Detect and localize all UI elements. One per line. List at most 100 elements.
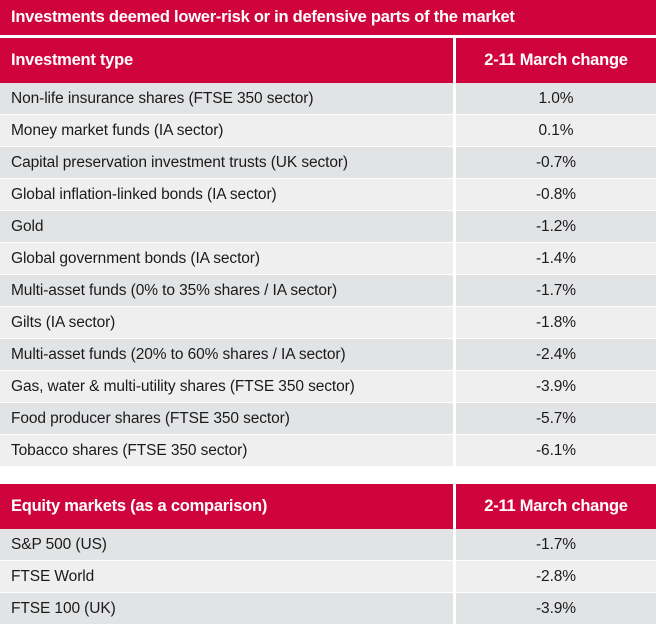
cell-investment-label: Gilts (IA sector) <box>0 307 453 338</box>
row-separator <box>0 114 656 115</box>
title-header-divider <box>0 35 656 38</box>
row-separator <box>0 338 656 339</box>
table-title-band: Investments deemed lower-risk or in defe… <box>0 0 656 35</box>
table-body: Non-life insurance shares (FTSE 350 sect… <box>0 83 656 466</box>
cell-change-value: -1.7% <box>456 275 656 306</box>
table-row: Global inflation-linked bonds (IA sector… <box>0 179 656 210</box>
defensive-investments-table: Investments deemed lower-risk or in defe… <box>0 0 656 466</box>
header-cell-equity-markets: Equity markets (as a comparison) <box>0 484 453 529</box>
header-label-equity-markets: Equity markets (as a comparison) <box>11 497 268 516</box>
cell-investment-label: FTSE 100 (UK) <box>0 593 453 624</box>
cell-investment-label: Multi-asset funds (20% to 60% shares / I… <box>0 339 453 370</box>
table-row: Gilts (IA sector) -1.8% <box>0 307 656 338</box>
column-divider <box>453 403 456 434</box>
change-value-text: -1.2% <box>536 217 576 235</box>
cell-investment-label: FTSE World <box>0 561 453 592</box>
change-value-text: -0.7% <box>536 153 576 171</box>
cell-change-value: -0.7% <box>456 147 656 178</box>
table-separator-gap <box>0 466 656 484</box>
row-separator <box>0 560 656 561</box>
table-row: Gold -1.2% <box>0 211 656 242</box>
table-row: Multi-asset funds (0% to 35% shares / IA… <box>0 275 656 306</box>
table-title: Investments deemed lower-risk or in defe… <box>11 8 515 27</box>
table-row: Multi-asset funds (20% to 60% shares / I… <box>0 339 656 370</box>
cell-investment-label: Gold <box>0 211 453 242</box>
header-cell-investment-type: Investment type <box>0 38 453 83</box>
column-divider <box>453 435 456 466</box>
column-divider <box>453 211 456 242</box>
column-divider <box>453 243 456 274</box>
change-value-text: -0.8% <box>536 185 576 203</box>
column-divider <box>453 275 456 306</box>
investment-label-text: Global inflation-linked bonds (IA sector… <box>11 185 277 203</box>
cell-investment-label: Food producer shares (FTSE 350 sector) <box>0 403 453 434</box>
table-row: S&P 500 (US) -1.7% <box>0 529 656 560</box>
cell-investment-label: S&P 500 (US) <box>0 529 453 560</box>
cell-investment-label: Money market funds (IA sector) <box>0 115 453 146</box>
cell-change-value: -0.8% <box>456 179 656 210</box>
cell-change-value: -2.4% <box>456 339 656 370</box>
row-separator <box>0 306 656 307</box>
row-separator <box>0 402 656 403</box>
equity-markets-table: Equity markets (as a comparison) 2-11 Ma… <box>0 484 656 624</box>
table-row: Money market funds (IA sector) 0.1% <box>0 115 656 146</box>
cell-investment-label: Global inflation-linked bonds (IA sector… <box>0 179 453 210</box>
header-label-change: 2-11 March change <box>484 497 628 516</box>
table-row: Gas, water & multi-utility shares (FTSE … <box>0 371 656 402</box>
investment-label-text: Tobacco shares (FTSE 350 sector) <box>11 441 248 459</box>
column-divider <box>453 83 456 114</box>
cell-investment-label: Tobacco shares (FTSE 350 sector) <box>0 435 453 466</box>
investment-label-text: Food producer shares (FTSE 350 sector) <box>11 409 290 427</box>
cell-investment-label: Capital preservation investment trusts (… <box>0 147 453 178</box>
cell-change-value: -2.8% <box>456 561 656 592</box>
investment-label-text: Multi-asset funds (0% to 35% shares / IA… <box>11 281 338 299</box>
row-separator <box>0 178 656 179</box>
change-value-text: -1.8% <box>536 313 576 331</box>
row-separator <box>0 210 656 211</box>
table-row: Non-life insurance shares (FTSE 350 sect… <box>0 83 656 114</box>
change-value-text: 0.1% <box>538 121 574 139</box>
change-value-text: -5.7% <box>536 409 576 427</box>
table-row: FTSE 100 (UK) -3.9% <box>0 593 656 624</box>
investment-label-text: Gilts (IA sector) <box>11 313 116 331</box>
row-separator <box>0 242 656 243</box>
cell-change-value: -3.9% <box>456 593 656 624</box>
investment-label-text: Non-life insurance shares (FTSE 350 sect… <box>11 89 314 107</box>
column-divider <box>453 115 456 146</box>
row-separator <box>0 274 656 275</box>
table-row: Capital preservation investment trusts (… <box>0 147 656 178</box>
column-divider <box>453 561 456 592</box>
header-label-investment-type: Investment type <box>11 51 133 70</box>
cell-change-value: -1.4% <box>456 243 656 274</box>
column-divider <box>453 339 456 370</box>
change-value-text: -1.4% <box>536 249 576 267</box>
cell-investment-label: Gas, water & multi-utility shares (FTSE … <box>0 371 453 402</box>
column-divider <box>453 371 456 402</box>
cell-change-value: -6.1% <box>456 435 656 466</box>
cell-change-value: 1.0% <box>456 83 656 114</box>
investment-label-text: Capital preservation investment trusts (… <box>11 153 348 171</box>
cell-investment-label: Multi-asset funds (0% to 35% shares / IA… <box>0 275 453 306</box>
investment-label-text: Gas, water & multi-utility shares (FTSE … <box>11 377 355 395</box>
change-value-text: 1.0% <box>538 89 574 107</box>
change-value-text: -2.8% <box>536 567 576 585</box>
table-row: FTSE World -2.8% <box>0 561 656 592</box>
cell-change-value: -1.2% <box>456 211 656 242</box>
table-body: S&P 500 (US) -1.7% FTSE World -2.8% FTSE 100… <box>0 529 656 624</box>
cell-change-value: -5.7% <box>456 403 656 434</box>
change-value-text: -6.1% <box>536 441 576 459</box>
header-label-change: 2-11 March change <box>484 51 628 70</box>
column-divider <box>453 529 456 560</box>
change-value-text: -1.7% <box>536 281 576 299</box>
investment-label-text: FTSE World <box>11 567 95 585</box>
investment-label-text: FTSE 100 (UK) <box>11 599 116 617</box>
investment-label-text: Global government bonds (IA sector) <box>11 249 260 267</box>
cell-investment-label: Non-life insurance shares (FTSE 350 sect… <box>0 83 453 114</box>
cell-change-value: -1.7% <box>456 529 656 560</box>
change-value-text: -1.7% <box>536 535 576 553</box>
investment-label-text: S&P 500 (US) <box>11 535 107 553</box>
column-divider <box>453 307 456 338</box>
header-column-divider <box>453 38 456 83</box>
row-separator <box>0 370 656 371</box>
cell-change-value: -3.9% <box>456 371 656 402</box>
